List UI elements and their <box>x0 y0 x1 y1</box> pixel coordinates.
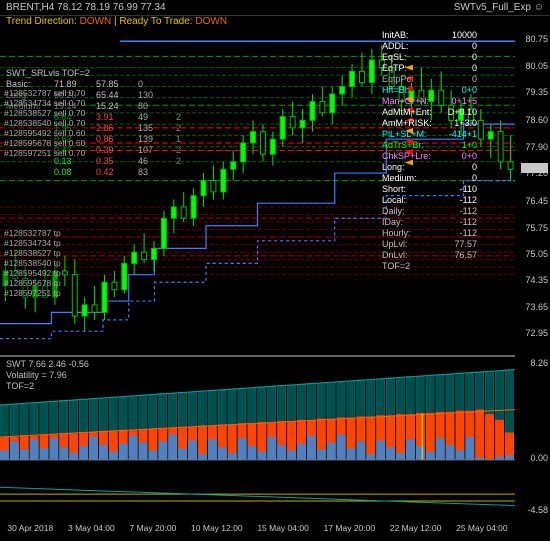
info-row: AmM+RISK:1+3.0 <box>382 118 477 129</box>
sub-title1: SWT 7.66 2.46 -0.56 <box>6 359 89 369</box>
ytick: 73.65 <box>525 302 548 312</box>
indicator-title: SWT_SRLvls TOF=2 <box>6 68 181 79</box>
xtick: 17 May 20:00 <box>324 523 376 539</box>
price-axis: 72.9573.6574.3575.0575.7576.4577.2077.90… <box>515 30 550 350</box>
main-chart[interactable]: SWT_SRLvls TOF=2 Basic:71.8957.850Long:5… <box>0 30 515 350</box>
info-row: Hft=Bl:0+0 <box>382 85 477 96</box>
tp-label: #128595492 tp <box>2 268 61 278</box>
sub-ytick: -4.58 <box>527 505 548 515</box>
order-label: #128595678 sell 0.60 <box>2 138 85 148</box>
tp-label: #128538540 tp <box>2 258 61 268</box>
ytick: 75.05 <box>525 249 548 259</box>
sub-title3: TOF=2 <box>6 381 34 391</box>
info-row: Hourly:-112 <box>382 228 477 239</box>
ytick: 77.90 <box>525 142 548 152</box>
order-label: #128595492 sell 0.60 <box>2 128 85 138</box>
info-row: IDay:-112 <box>382 217 477 228</box>
order-label: #128534734 sell 0.70 <box>2 98 85 108</box>
xtick: 15 May 04:00 <box>257 523 309 539</box>
ytick: 79.35 <box>525 87 548 97</box>
order-label: #128538540 sell 0.70 <box>2 118 85 128</box>
info-row: ADDL:0 <box>382 41 477 52</box>
info-row: PlL+SL+M:-414+1 <box>382 129 477 140</box>
xtick: 10 May 12:00 <box>191 523 243 539</box>
time-axis: 30 Apr 2018 3 May 04:00 7 May 20:00 10 May … <box>0 523 515 539</box>
info-row: AdMtM+Ent:D+0.10 <box>382 107 477 118</box>
info-row: Local:-112 <box>382 195 477 206</box>
info-row: UpLvl:77.57 <box>382 239 477 250</box>
sub-ytick: 0.00 <box>530 453 548 463</box>
tp-label: #128597251 tp <box>2 288 61 298</box>
info-row: Daily:-112 <box>382 206 477 217</box>
ytick: 72.95 <box>525 328 548 338</box>
info-panel: InitAB:10000ADDL:0EqSL:0EqTP:0EqtpPc:0Hf… <box>382 30 477 272</box>
xtick: 25 May 04:00 <box>456 523 508 539</box>
trend-bar: Trend Direction: DOWN | Ready To Trade: … <box>0 16 550 30</box>
sell-orders: #128532787 sell 0.70#128534734 sell 0.70… <box>2 88 85 158</box>
ytick: 76.45 <box>525 196 548 206</box>
tp-label: #128595678 tp <box>2 278 61 288</box>
info-row: EqTP:0 <box>382 63 477 74</box>
info-row: TOF=2 <box>382 261 477 272</box>
trend-text: Trend Direction: DOWN | Ready To Trade: … <box>6 16 227 27</box>
info-row: Medium:0 <box>382 173 477 184</box>
order-label: #128532787 sell 0.70 <box>2 88 85 98</box>
sub-title2: Volatility = 7.96 <box>6 370 67 380</box>
xtick: 30 Apr 2018 <box>7 523 53 539</box>
info-row: ChkSP+Lre:0+0 <box>382 151 477 162</box>
info-row: EqSL:0 <box>382 52 477 63</box>
volatility-svg <box>0 357 515 517</box>
chart-header: BRENT,H4 78.12 78.19 76.99 77.34 SWTv5_F… <box>0 0 550 16</box>
ytick: 75.75 <box>525 223 548 233</box>
ytick: 74.35 <box>525 275 548 285</box>
info-row: AdTrS+Br:1+0 <box>382 140 477 151</box>
symbol-label: BRENT,H4 78.12 78.19 76.99 77.34 <box>6 2 166 13</box>
ytick: 78.60 <box>525 115 548 125</box>
tp-orders: #128532787 tp#128534734 tp#128538527 tp#… <box>2 228 61 298</box>
order-label: #128538527 sell 0.70 <box>2 108 85 118</box>
sub-axis: -4.58 0.00 8.26 <box>515 355 550 515</box>
info-row: Long:0 <box>382 162 477 173</box>
indicator-row: 0.080.4283 <box>6 167 181 178</box>
xtick: 22 May 12:00 <box>390 523 442 539</box>
info-row: EqtpPc:0 <box>382 74 477 85</box>
ytick: 80.05 <box>525 61 548 71</box>
sub-ytick: 8.26 <box>530 358 548 368</box>
xtick: 3 May 04:00 <box>68 523 115 539</box>
price-now: 77.34 <box>521 163 548 173</box>
info-row: Man+Gr+N:0+1+5 <box>382 96 477 107</box>
tp-label: #128532787 tp <box>2 228 61 238</box>
sub-panel[interactable]: SWT 7.66 2.46 -0.56 Volatility = 7.96 TO… <box>0 355 515 515</box>
order-label: #128597251 sell 0.70 <box>2 148 85 158</box>
xtick: 7 May 20:00 <box>130 523 177 539</box>
info-row: DnLvl:76.57 <box>382 250 477 261</box>
expert-label: SWTv5_Full_Exp ☺ <box>454 2 544 13</box>
tp-label: #128534734 tp <box>2 238 61 248</box>
tp-label: #128538527 tp <box>2 248 61 258</box>
ytick: 80.75 <box>525 34 548 44</box>
info-row: InitAB:10000 <box>382 30 477 41</box>
info-row: Short:-110 <box>382 184 477 195</box>
